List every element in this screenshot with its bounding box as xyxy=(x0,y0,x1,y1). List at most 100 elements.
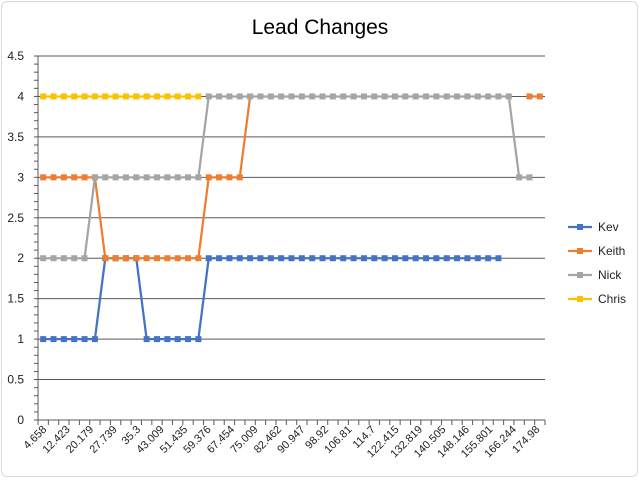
data-point xyxy=(526,174,533,181)
data-point xyxy=(81,93,88,100)
data-point xyxy=(71,255,78,262)
data-point xyxy=(288,93,295,100)
y-tick-label: 2.5 xyxy=(7,211,24,225)
data-point xyxy=(50,93,57,100)
legend-item-keith: Keith xyxy=(568,244,625,258)
legend-marker xyxy=(577,224,583,230)
legend: Kev Keith Nick Chris xyxy=(568,220,626,306)
data-point xyxy=(319,93,326,100)
data-point xyxy=(309,93,316,100)
data-point xyxy=(423,93,430,100)
data-point xyxy=(205,255,212,262)
data-point xyxy=(122,255,129,262)
data-point xyxy=(360,255,367,262)
y-tick-label: 4.5 xyxy=(7,49,24,63)
data-point xyxy=(91,93,98,100)
y-tick-label: 3.5 xyxy=(7,130,24,144)
data-point xyxy=(133,93,140,100)
data-point xyxy=(60,93,67,100)
data-point xyxy=(153,174,160,181)
legend-marker xyxy=(577,296,583,302)
data-point xyxy=(360,93,367,100)
data-point xyxy=(329,255,336,262)
data-point xyxy=(412,255,419,262)
data-point xyxy=(71,174,78,181)
data-point xyxy=(495,93,502,100)
data-point xyxy=(195,255,202,262)
data-point xyxy=(278,93,285,100)
data-point xyxy=(298,255,305,262)
data-point xyxy=(433,93,440,100)
data-point xyxy=(122,93,129,100)
data-point xyxy=(216,93,223,100)
data-point xyxy=(195,336,202,343)
data-point xyxy=(402,93,409,100)
data-point xyxy=(143,336,150,343)
data-point xyxy=(350,93,357,100)
data-point xyxy=(81,336,88,343)
data-point xyxy=(143,255,150,262)
legend-item-kev: Kev xyxy=(568,220,619,234)
y-tick-label: 3 xyxy=(17,170,24,184)
data-point xyxy=(454,93,461,100)
data-point xyxy=(505,93,512,100)
data-point xyxy=(495,255,502,262)
data-point xyxy=(91,336,98,343)
y-tick-label: 1.5 xyxy=(7,292,24,306)
data-point xyxy=(50,336,57,343)
legend-label: Chris xyxy=(598,292,626,306)
data-point xyxy=(164,255,171,262)
data-point xyxy=(381,93,388,100)
data-point xyxy=(402,255,409,262)
data-point xyxy=(112,255,119,262)
data-point xyxy=(102,93,109,100)
series-layer xyxy=(40,93,543,343)
legend-item-chris: Chris xyxy=(568,292,626,306)
legend-label: Nick xyxy=(598,268,622,282)
data-point xyxy=(267,93,274,100)
data-point xyxy=(236,93,243,100)
data-point xyxy=(112,174,119,181)
data-point xyxy=(443,255,450,262)
data-point xyxy=(226,255,233,262)
data-point xyxy=(81,255,88,262)
data-point xyxy=(267,255,274,262)
y-tick-label: 0.5 xyxy=(7,373,24,387)
legend-item-nick: Nick xyxy=(568,268,622,282)
data-point xyxy=(153,255,160,262)
data-point xyxy=(391,255,398,262)
data-point xyxy=(40,93,47,100)
data-point xyxy=(226,174,233,181)
data-point xyxy=(60,174,67,181)
data-point xyxy=(433,255,440,262)
data-point xyxy=(164,93,171,100)
data-point xyxy=(526,93,533,100)
series-nick xyxy=(40,93,533,262)
series-chris xyxy=(40,93,202,100)
data-point xyxy=(464,255,471,262)
data-point xyxy=(185,174,192,181)
data-point xyxy=(464,93,471,100)
data-point xyxy=(412,93,419,100)
legend-label: Kev xyxy=(598,220,619,234)
data-point xyxy=(50,174,57,181)
data-point xyxy=(329,93,336,100)
legend-label: Keith xyxy=(598,244,625,258)
data-point xyxy=(174,93,181,100)
data-point xyxy=(309,255,316,262)
data-point xyxy=(122,174,129,181)
data-point xyxy=(174,174,181,181)
data-point xyxy=(236,255,243,262)
y-tick-label: 4 xyxy=(17,89,24,103)
data-point xyxy=(71,93,78,100)
y-tick-label: 1 xyxy=(17,332,24,346)
data-point xyxy=(71,336,78,343)
axes: 00.511.522.533.544.54.65812.42320.17927.… xyxy=(7,49,546,460)
data-point xyxy=(164,174,171,181)
data-point xyxy=(174,255,181,262)
data-point xyxy=(474,255,481,262)
data-point xyxy=(226,93,233,100)
data-point xyxy=(288,255,295,262)
data-point xyxy=(143,174,150,181)
